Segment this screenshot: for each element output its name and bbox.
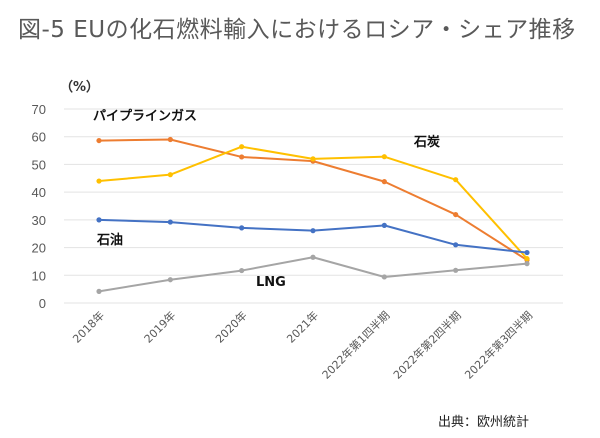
data-point xyxy=(96,217,102,223)
data-point xyxy=(381,222,387,228)
y-axis-ticks: 0 10 20 30 40 50 60 70 xyxy=(32,102,46,311)
data-point xyxy=(381,154,387,160)
y-tick-label: 20 xyxy=(32,241,46,256)
data-point xyxy=(381,179,387,185)
data-point xyxy=(310,156,316,162)
series-1 xyxy=(96,144,530,262)
series-label: 石炭 xyxy=(413,134,440,150)
data-point xyxy=(96,288,102,294)
data-point xyxy=(524,261,530,267)
y-tick-label: 40 xyxy=(32,185,46,200)
y-tick-label: 30 xyxy=(32,213,46,228)
data-point xyxy=(453,242,459,248)
x-tick-label: 2018年 xyxy=(70,308,107,345)
source-note: 出典：欧州統計 xyxy=(438,415,530,430)
y-tick-label: 60 xyxy=(32,130,46,145)
chart-title: 図-5 EUの化石燃料輸入におけるロシア・シェア推移 xyxy=(18,17,576,43)
x-tick-label: 2022年第1四半期 xyxy=(319,308,393,382)
data-point xyxy=(453,267,459,273)
data-point xyxy=(524,249,530,256)
series-label: LNG xyxy=(256,275,286,290)
data-point xyxy=(96,178,102,184)
x-tick-label: 2022年第2四半期 xyxy=(390,308,464,382)
x-tick-label: 2021年 xyxy=(284,308,321,345)
y-tick-label: 0 xyxy=(39,296,46,311)
x-tick-label: 2022年第3四半期 xyxy=(462,308,536,382)
series-2 xyxy=(96,217,530,256)
series-lines xyxy=(96,136,530,294)
data-point xyxy=(453,211,459,218)
y-tick-label: 50 xyxy=(32,157,46,172)
x-tick-label: 2020年 xyxy=(212,308,249,345)
data-point xyxy=(239,225,245,231)
series-3 xyxy=(96,254,530,294)
data-point xyxy=(167,277,173,283)
y-axis-unit-label: （%） xyxy=(60,80,100,95)
x-axis-ticks: 2018年 2019年 2020年 2021年2022年第1四半期2022年第2四半期… xyxy=(70,308,535,382)
x-tick-label: 2019年 xyxy=(141,308,178,345)
data-point xyxy=(167,136,173,143)
data-point xyxy=(524,256,530,262)
gridlines xyxy=(64,108,563,304)
data-point xyxy=(453,177,459,183)
series-0 xyxy=(96,136,530,263)
y-tick-label: 10 xyxy=(32,268,46,283)
data-point xyxy=(310,254,316,260)
data-point xyxy=(310,228,316,234)
series-label: パイプラインガス xyxy=(93,109,197,124)
series-label: 石油 xyxy=(96,232,123,248)
data-point xyxy=(239,144,245,150)
series-line xyxy=(98,256,528,293)
y-tick-label: 70 xyxy=(32,102,46,117)
data-point xyxy=(167,172,173,178)
data-point xyxy=(167,219,173,225)
data-point xyxy=(381,274,387,280)
data-point xyxy=(96,137,102,144)
data-point xyxy=(239,154,245,160)
data-point xyxy=(239,267,245,274)
